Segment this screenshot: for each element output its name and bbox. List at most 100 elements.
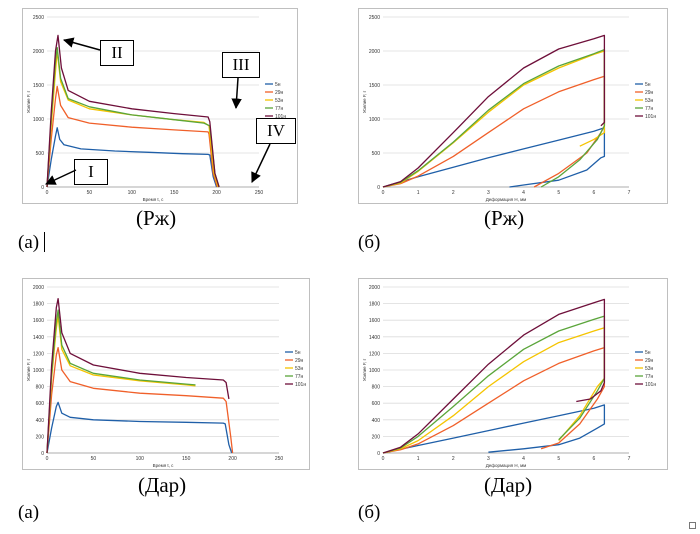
x-tick-label: 50 [87,190,93,196]
series-line-5n [46,127,218,188]
resize-handle[interactable] [689,522,696,529]
x-tick-label: 150 [182,456,191,462]
letter-bottom-right: (б) [358,502,381,523]
x-tick-label: 2 [452,456,455,462]
y-tick-label: 400 [372,418,381,424]
callout-stage-2: II [100,40,134,66]
x-tick-label: 1 [417,456,420,462]
legend-label-101n: 101н [645,382,656,388]
series-line-101n [382,298,606,454]
y-axis-label: Усилие F, г [362,358,367,381]
y-tick-label: 1400 [369,335,380,341]
legend-label-53n: 53н [645,366,654,372]
chart-dar-deform: 0 200 400 600 800 1000 1200 1400 1600 1800 2000 0 1 2… [362,285,656,468]
x-tick-label: 250 [255,190,264,196]
y-tick-label: 2000 [33,285,44,291]
legend-label-77n: 77н [645,374,654,380]
x-tick-label: 0 [46,456,49,462]
y-tick-label: 800 [372,385,381,391]
x-tick-label: 7 [628,456,631,462]
legend-label-5n: 5н [645,350,651,356]
legend-label-101n: 101н [275,114,286,120]
y-axis-label: Усилие F, г [362,90,367,113]
y-tick-label: 1200 [369,351,380,357]
legend-label-77n: 77н [275,106,284,112]
legend-label-77n: 77н [645,106,654,112]
x-tick-label: 100 [128,190,137,196]
y-tick-label: 2000 [33,49,44,55]
y-tick-label: 600 [372,401,381,407]
caption-bottom-right: (Дар) [484,473,533,497]
y-tick-label: 2500 [33,15,44,21]
x-tick-label: 1 [417,190,420,196]
callout-stage-4: IV [256,118,296,144]
y-tick-label: 2000 [369,49,380,55]
legend-label-53n: 53н [275,98,284,104]
x-tick-label: 6 [592,456,595,462]
legend-label-53n: 53н [295,366,304,372]
x-tick-label: 50 [91,456,97,462]
y-tick-label: 1400 [33,335,44,341]
series-line-101n [46,297,230,454]
chart-rzh-time: 0 500 1000 1500 2000 2500 0 50 100 150 200 250 Время… [26,15,286,202]
x-tick-label: 5 [557,456,560,462]
y-tick-label: 400 [36,418,45,424]
chart-rzh-deform: 0 500 1000 1500 2000 2500 0 1 2 3 4 5 6 7 Деформация H… [362,15,656,202]
chart-panel-dar-deform: 0 200 400 600 800 1000 1200 1400 1600 1800 2000 0 1 2… [358,278,668,470]
y-tick-label: 800 [36,385,45,391]
legend-label-29n: 29н [645,358,654,364]
legend-label-29n: 29н [295,358,304,364]
letter-top-right: (б) [358,232,381,253]
series-line-101n [382,34,606,188]
series-line-77n [382,315,606,454]
x-tick-label: 200 [212,190,221,196]
x-tick-label: 250 [275,456,284,462]
y-tick-label: 1000 [33,368,44,374]
y-tick-label: 1800 [33,302,44,308]
legend-label-5n: 5н [275,82,281,88]
series-line-29n [382,346,606,454]
y-tick-label: 2500 [369,15,380,21]
letter-bottom-left: (а) [18,502,40,523]
x-tick-label: 200 [228,456,237,462]
series-line-29n [46,346,234,454]
y-tick-label: 1000 [33,117,44,123]
y-axis-label: Усилие F, г [26,90,31,113]
series-line-5n [46,401,233,454]
x-axis-label: Деформация H, мм [486,197,527,202]
y-tick-label: 1500 [33,83,44,89]
series-line-77n [46,46,220,188]
y-tick-label: 500 [372,151,381,157]
y-tick-label: 1000 [369,117,380,123]
legend-label-5n: 5н [645,82,651,88]
chart-panel-rzh-time: 0 500 1000 1500 2000 2500 0 50 100 150 200 250 Время… [22,8,298,204]
letter-top-left: (а) [18,232,40,253]
y-tick-label: 200 [372,434,381,440]
series-line-101n [46,34,220,188]
x-tick-label: 3 [487,456,490,462]
y-tick-label: 200 [36,434,45,440]
x-tick-label: 3 [487,190,490,196]
legend-label-101n: 101н [295,382,306,388]
legend-label-77n: 77н [295,374,304,380]
y-tick-label: 1200 [33,351,44,357]
x-tick-label: 0 [382,190,385,196]
x-tick-label: 4 [522,456,525,462]
chart-dar-time: 0 200 400 600 800 1000 1200 1400 1600 1800 2000 0 50… [26,285,306,468]
legend-label-101n: 101н [645,114,656,120]
caption-bottom-left: (Дар) [138,473,187,497]
caption-top-left: (Рж) [136,206,177,230]
series-line-5n [382,127,606,188]
legend-label-5n: 5н [295,350,301,356]
x-tick-label: 5 [557,190,560,196]
y-tick-label: 0 [377,451,380,457]
callout-stage-3: III [222,52,260,78]
y-tick-label: 500 [36,151,45,157]
x-tick-label: 6 [592,190,595,196]
x-tick-label: 4 [522,190,525,196]
y-tick-label: 2000 [369,285,380,291]
x-axis-label: Деформация H, мм [486,463,527,468]
y-tick-label: 600 [36,401,45,407]
x-tick-label: 0 [382,456,385,462]
series-line-77n [382,48,606,188]
